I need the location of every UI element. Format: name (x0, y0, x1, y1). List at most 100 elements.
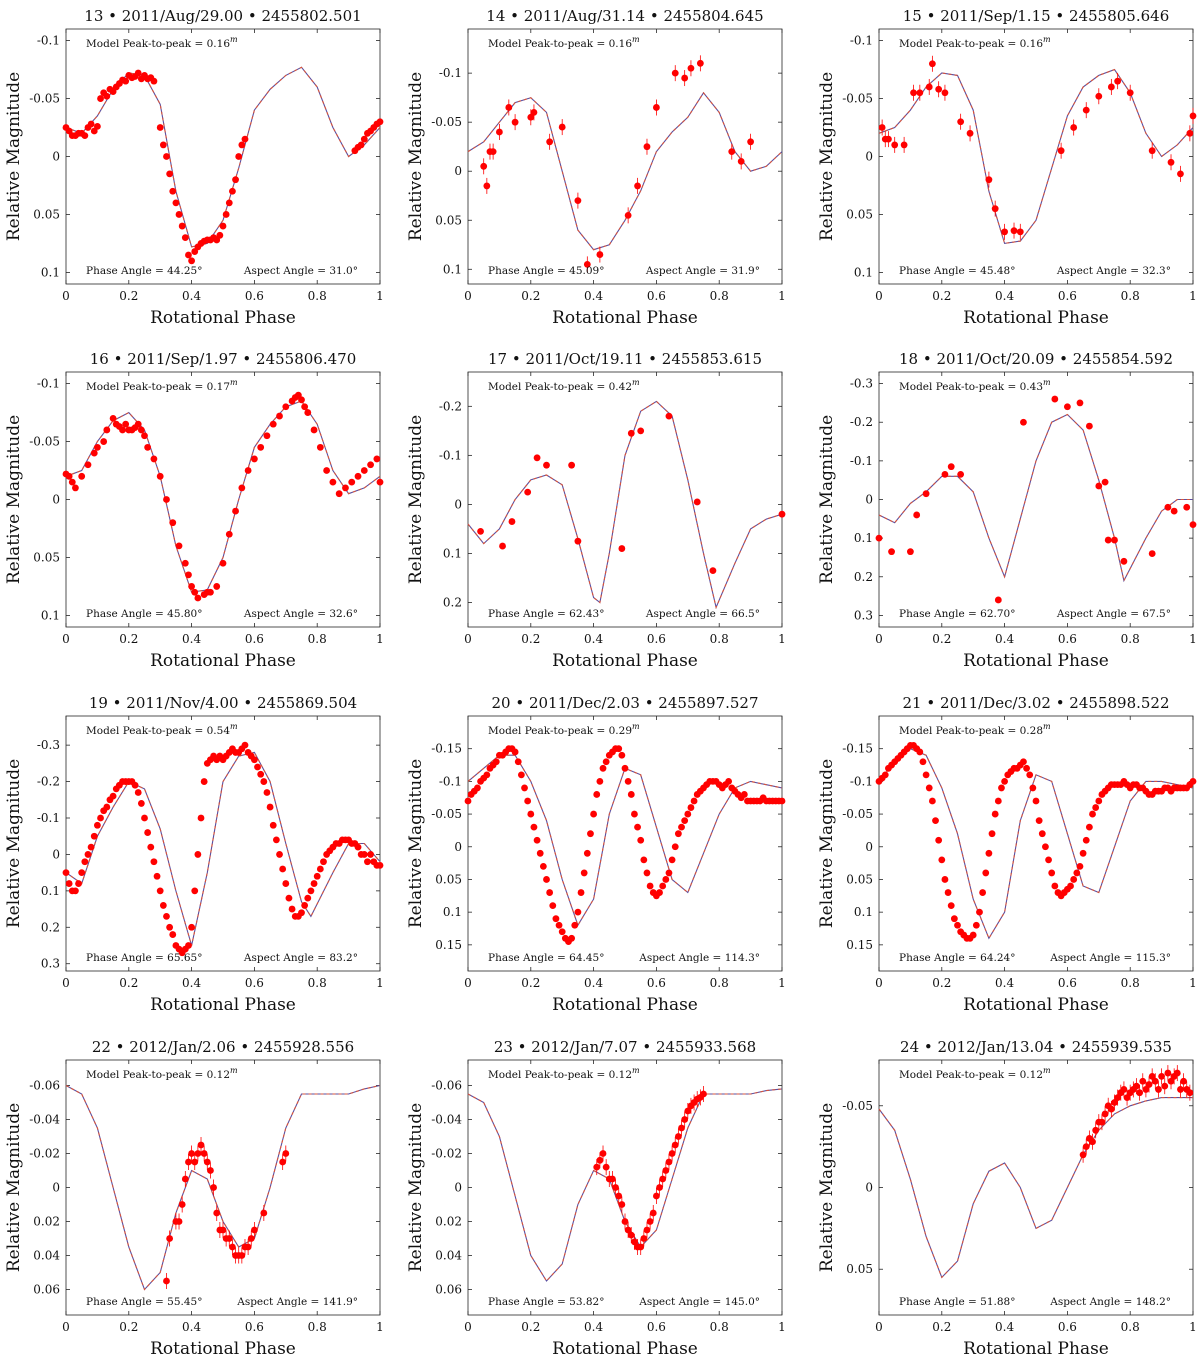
data-point (875, 534, 883, 542)
data-point (1045, 856, 1052, 864)
peak-to-peak-label: Model Peak-to-peak = 0.17m (86, 378, 238, 393)
y-axis-label: Relative Magnitude (817, 72, 837, 241)
phase-angle-label: Phase Angle = 64.24° (899, 952, 1015, 964)
data-point (263, 432, 271, 440)
data-point (684, 1107, 692, 1115)
panel-13: 13 • 2011/Aug/29.00 • 2455802.501 0 0.2 0.4… (4, 7, 384, 328)
data-points (875, 395, 1197, 604)
data-point (251, 756, 258, 764)
data-point (574, 908, 582, 916)
data-points (62, 391, 384, 602)
data-point (122, 77, 130, 85)
x-tick-label: 0 (464, 289, 472, 303)
peak-to-peak-text: Model Peak-to-peak = 0.12 (86, 1069, 230, 1081)
data-point (527, 810, 535, 818)
data-point (354, 472, 362, 480)
panel-title: 23 • 2012/Jan/7.07 • 2455933.568 (494, 1038, 756, 1056)
data-point (282, 403, 290, 411)
peak-to-peak-text: Model Peak-to-peak = 0.16 (899, 38, 1043, 50)
y-axis-label: Relative Magnitude (4, 759, 24, 928)
data-point (78, 869, 86, 877)
data-point (1155, 1086, 1162, 1093)
data-point (213, 1209, 221, 1217)
data-point (659, 1175, 667, 1183)
data-point (150, 858, 158, 866)
data-point (637, 1243, 645, 1251)
peak-to-peak-label: Model Peak-to-peak = 0.54m (86, 722, 238, 737)
data-point (568, 461, 576, 469)
data-point (1142, 1086, 1150, 1093)
data-point (185, 251, 192, 259)
y-tick-label: -0.1 (850, 34, 873, 48)
panel-title: 19 • 2011/Nov/4.00 • 2455869.504 (89, 694, 357, 712)
y-tick-label: -0.02 (431, 1147, 462, 1161)
data-point (941, 470, 949, 478)
data-point (474, 784, 481, 792)
y-axis: -0.06 -0.04 -0.02 0 0.02 0.04 0.06 (431, 1079, 782, 1297)
data-point (188, 583, 196, 590)
peak-unit: m (632, 35, 640, 44)
data-point (900, 141, 908, 149)
y-tick-label: -0.1 (439, 66, 462, 80)
panel-17: 17 • 2011/Oct/19.11 • 2455853.615 0 0.2 0.4… (406, 350, 786, 671)
data-point (301, 902, 309, 909)
data-point (156, 472, 164, 480)
data-point (65, 472, 73, 480)
panel-title: 22 • 2012/Jan/2.06 • 2455928.556 (92, 1038, 354, 1056)
x-tick-label: 1 (376, 976, 384, 990)
phase-angle-label: Phase Angle = 45.48° (899, 265, 1015, 277)
y-tick-label: -0.1 (439, 774, 462, 788)
data-point (137, 426, 145, 434)
data-point (185, 571, 192, 579)
data-point (232, 176, 239, 184)
panel-title: 15 • 2011/Sep/1.15 • 2455805.646 (903, 7, 1170, 25)
data-point (272, 836, 280, 844)
x-tick-label: 0.6 (647, 976, 666, 990)
x-tick-label: 0.6 (647, 289, 666, 303)
y-axis-label: Relative Magnitude (4, 1103, 24, 1272)
data-point (329, 478, 337, 486)
data-point (241, 741, 249, 749)
data-point (181, 559, 189, 567)
data-point (216, 231, 224, 239)
data-point (197, 814, 205, 822)
x-tick-label: 0 (62, 976, 70, 990)
model-curve-dashed (467, 91, 783, 251)
data-point (178, 222, 186, 230)
data-point (674, 830, 682, 838)
model-curve (878, 68, 1194, 245)
aspect-angle-label: Aspect Angle = 67.5° (1056, 608, 1171, 620)
y-tick-label: -0.15 (842, 742, 873, 756)
data-point (244, 467, 252, 474)
data-point (511, 118, 519, 126)
x-axis-label: Rotational Phase (963, 308, 1109, 328)
data-point (574, 197, 582, 205)
data-point (464, 797, 472, 805)
data-point (134, 789, 142, 796)
data-point (276, 412, 283, 420)
x-tick-label: 0.8 (308, 289, 327, 303)
data-point (612, 1184, 619, 1191)
data-point (1067, 882, 1074, 890)
data-point (994, 797, 1002, 805)
x-tick-label: 0.4 (995, 632, 1014, 646)
panel-title: 18 • 2011/Oct/20.09 • 2455854.592 (899, 350, 1173, 368)
data-point (191, 588, 199, 596)
panel-24: 24 • 2012/Jan/13.04 • 2455939.535 0 0.2 0.4… (817, 1038, 1197, 1359)
y-tick-label: 0.02 (435, 1215, 462, 1229)
data-point (552, 915, 560, 923)
data-point (1092, 804, 1100, 811)
y-tick-label: 0 (52, 1181, 60, 1195)
data-point (947, 463, 955, 471)
data-point (87, 843, 95, 851)
data-point (935, 836, 943, 844)
y-tick-label: 0.3 (41, 957, 60, 971)
x-axis-label: Rotational Phase (150, 1339, 296, 1359)
data-point (263, 789, 271, 796)
data-point (213, 583, 221, 590)
x-tick-label: 0.6 (1058, 632, 1077, 646)
y-axis: -0.3 -0.2 -0.1 0 0.1 0.2 0.3 (37, 738, 380, 971)
peak-unit: m (632, 722, 640, 731)
phase-angle-label: Phase Angle = 55.45° (86, 1296, 202, 1308)
